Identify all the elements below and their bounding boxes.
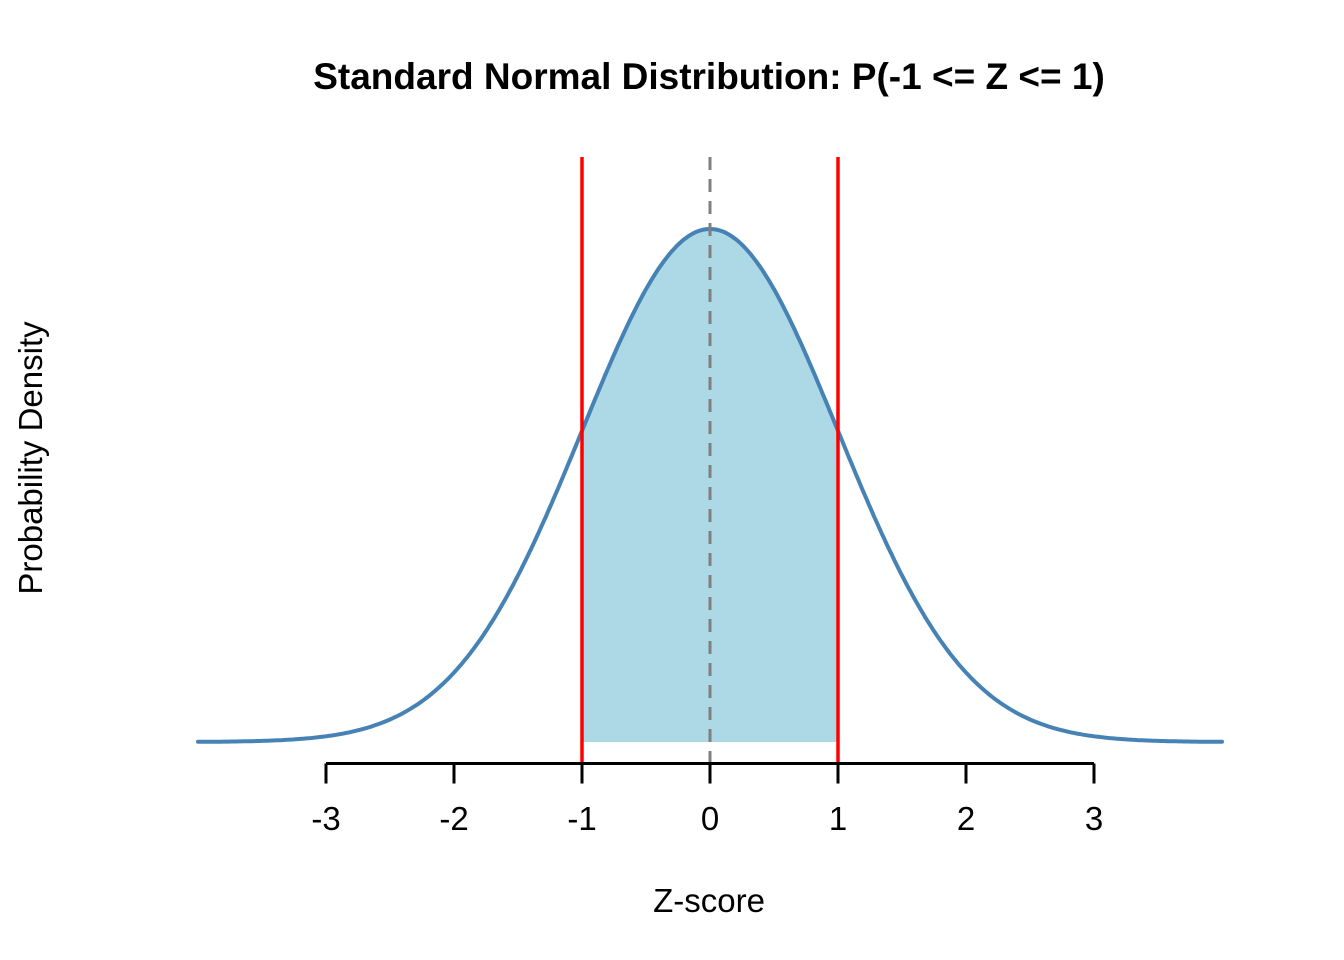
x-tick-label: -2 [439,800,468,837]
x-tick-label: -3 [311,800,340,837]
x-tick-label: 2 [957,800,975,837]
x-tick-label: 0 [701,800,719,837]
x-axis-label: Z-score [653,882,765,919]
chart-title: Standard Normal Distribution: P(-1 <= Z … [313,56,1105,97]
x-tick-label: 1 [829,800,847,837]
x-tick-label: 3 [1085,800,1103,837]
shaded-probability-area [582,229,838,742]
x-tick-label: -1 [567,800,596,837]
